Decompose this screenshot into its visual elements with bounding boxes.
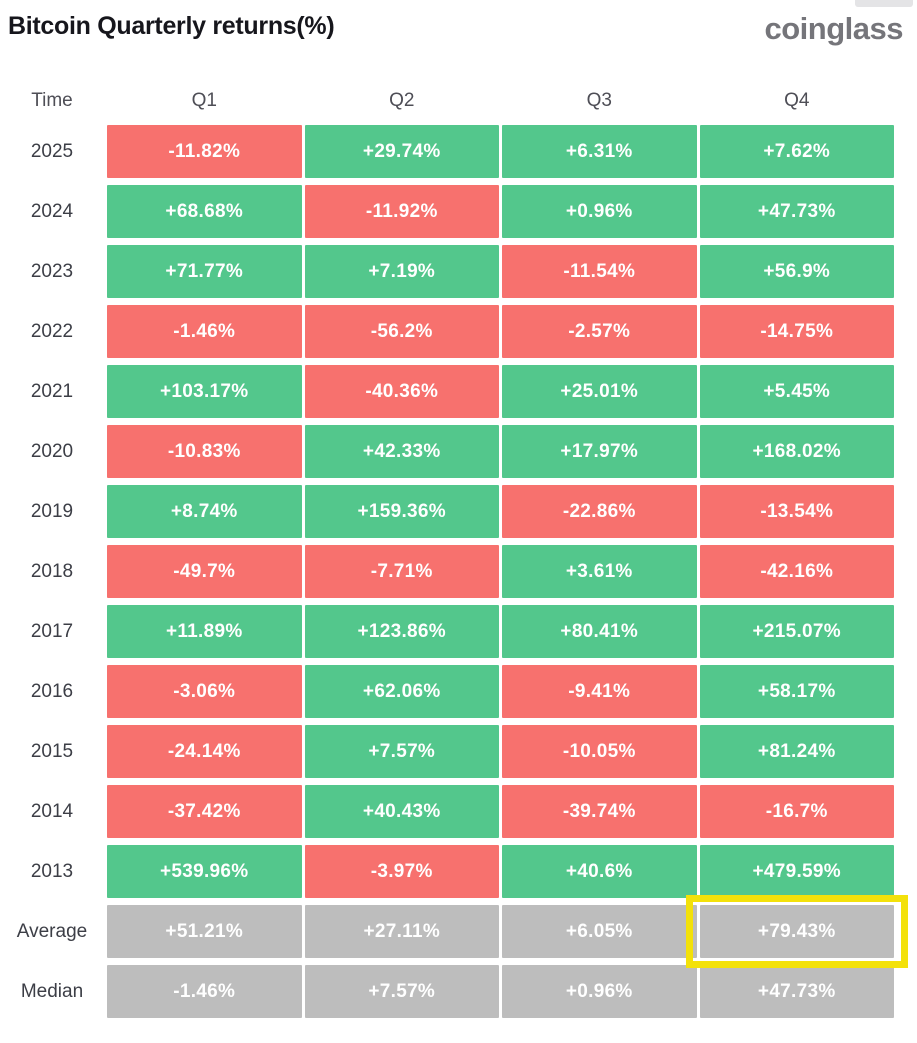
col-header-q2: Q2 <box>389 90 415 111</box>
cell-2019-q4: -13.54% <box>699 485 894 538</box>
cell-2019-q2: +159.36% <box>304 485 499 538</box>
cell-average-q1: +51.21% <box>107 905 302 958</box>
row-label-2023: 2023 <box>30 260 74 282</box>
cell-2020-q3: +17.97% <box>502 425 697 478</box>
cell-median-q3: +0.96% <box>502 965 697 1018</box>
cell-2020-q4: +168.02% <box>699 425 894 478</box>
coinglass-logo: coinglass <box>764 11 904 46</box>
cell-2017-q3: +80.41% <box>502 605 697 658</box>
cell-2025-q3: +6.31% <box>502 125 697 178</box>
cell-2015-q4: +81.24% <box>699 725 894 778</box>
cell-2013-q3: +40.6% <box>502 845 697 898</box>
cell-2018-q1: -49.7% <box>107 545 302 598</box>
cell-average-q3: +6.05% <box>502 905 697 958</box>
cell-2022-q3: -2.57% <box>502 305 697 358</box>
cell-2018-q3: +3.61% <box>502 545 697 598</box>
cell-2013-q4: +479.59% <box>699 845 894 898</box>
cell-2022-q1: -1.46% <box>107 305 302 358</box>
cell-2022-q4: -14.75% <box>699 305 894 358</box>
cell-2016-q2: +62.06% <box>304 665 499 718</box>
cell-2014-q1: -37.42% <box>107 785 302 838</box>
row-label-median: Median <box>20 980 84 1002</box>
col-header-q3: Q3 <box>586 90 612 111</box>
cell-2023-q1: +71.77% <box>107 245 302 298</box>
row-label-2020: 2020 <box>30 440 74 462</box>
page-title: Bitcoin Quarterly returns(%) <box>8 12 335 40</box>
cell-2016-q1: -3.06% <box>107 665 302 718</box>
cell-2013-q2: -3.97% <box>304 845 499 898</box>
cell-2024-q4: +47.73% <box>699 185 894 238</box>
cell-median-q1: -1.46% <box>107 965 302 1018</box>
row-label-2015: 2015 <box>30 740 74 762</box>
cell-2017-q4: +215.07% <box>699 605 894 658</box>
cell-2015-q2: +7.57% <box>304 725 499 778</box>
row-label-2018: 2018 <box>30 560 74 582</box>
row-label-2022: 2022 <box>30 320 74 342</box>
cell-2018-q2: -7.71% <box>304 545 499 598</box>
cell-2023-q4: +56.9% <box>699 245 894 298</box>
cell-2019-q1: +8.74% <box>107 485 302 538</box>
cell-2022-q2: -56.2% <box>304 305 499 358</box>
cell-2017-q1: +11.89% <box>107 605 302 658</box>
cell-2025-q1: -11.82% <box>107 125 302 178</box>
cell-2014-q4: -16.7% <box>699 785 894 838</box>
cell-median-q2: +7.57% <box>304 965 499 1018</box>
cell-2014-q2: +40.43% <box>304 785 499 838</box>
cell-average-q2: +27.11% <box>304 905 499 958</box>
cell-2016-q4: +58.17% <box>699 665 894 718</box>
col-header-q1: Q1 <box>191 90 217 111</box>
cell-2025-q4: +7.62% <box>699 125 894 178</box>
cell-2013-q1: +539.96% <box>107 845 302 898</box>
cell-2020-q2: +42.33% <box>304 425 499 478</box>
cell-2021-q2: -40.36% <box>304 365 499 418</box>
cell-2014-q3: -39.74% <box>502 785 697 838</box>
col-header-q4: Q4 <box>784 90 810 111</box>
cell-2024-q3: +0.96% <box>502 185 697 238</box>
cell-2023-q2: +7.19% <box>304 245 499 298</box>
row-label-2024: 2024 <box>30 200 74 222</box>
row-label-2017: 2017 <box>30 620 74 642</box>
cell-2016-q3: -9.41% <box>502 665 697 718</box>
row-label-2013: 2013 <box>30 860 74 882</box>
cell-2019-q3: -22.86% <box>502 485 697 538</box>
cell-2021-q4: +5.45% <box>699 365 894 418</box>
cell-2015-q3: -10.05% <box>502 725 697 778</box>
cell-2021-q3: +25.01% <box>502 365 697 418</box>
row-label-2016: 2016 <box>30 680 74 702</box>
row-label-average: Average <box>16 920 88 942</box>
corner-notch <box>855 0 913 7</box>
cell-2023-q3: -11.54% <box>502 245 697 298</box>
cell-2024-q1: +68.68% <box>107 185 302 238</box>
row-label-2021: 2021 <box>30 380 74 402</box>
cell-2025-q2: +29.74% <box>304 125 499 178</box>
cell-2024-q2: -11.92% <box>304 185 499 238</box>
topbar: Bitcoin Quarterly returns(%) coinglass <box>0 0 917 64</box>
row-label-2014: 2014 <box>30 800 74 822</box>
quarterly-returns-heatmap: Time Q1 Q2 Q3 Q4 2025 -11.82% +29.74% +6… <box>0 84 908 1018</box>
cell-average-q4-highlighted: +79.43% <box>685 895 908 968</box>
cell-2021-q1: +103.17% <box>107 365 302 418</box>
col-header-time: Time <box>31 90 73 111</box>
cell-2018-q4: -42.16% <box>699 545 894 598</box>
cell-2017-q2: +123.86% <box>304 605 499 658</box>
cell-2015-q1: -24.14% <box>107 725 302 778</box>
row-label-2025: 2025 <box>30 140 74 162</box>
row-label-2019: 2019 <box>30 500 74 522</box>
cell-median-q4: +47.73% <box>699 965 894 1018</box>
cell-2020-q1: -10.83% <box>107 425 302 478</box>
